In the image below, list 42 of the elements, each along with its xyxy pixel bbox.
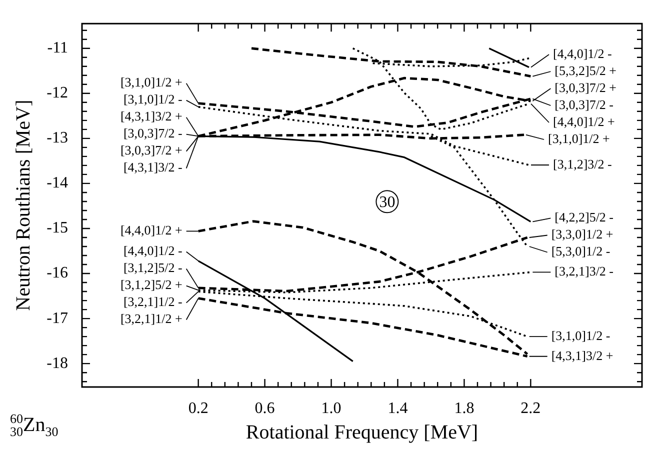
x-tick-label: 0.6 <box>254 400 275 417</box>
annotation: [3,0,3]7/2 + <box>554 80 617 95</box>
annotation: [3,1,0]1/2 + <box>548 130 610 146</box>
y-tick-label: -12 <box>46 84 68 102</box>
annotation: [5,3,0]1/2 - <box>551 244 610 259</box>
annotation: [3,2,1]1/2 - <box>123 294 182 310</box>
annotation: [3,1,2]3/2 - <box>553 156 612 172</box>
annotation: [4,4,0]1/2 - <box>123 243 182 258</box>
y-tick-label: -17 <box>46 310 68 327</box>
annotation: [4,4,0]1/2 + <box>553 114 615 129</box>
annotation: [3,2,1]3/2 - <box>554 264 614 279</box>
y-tick-label: -14 <box>46 174 68 192</box>
annotation: [3,1,2]5/2 + <box>120 277 182 292</box>
annotation: [4,4,0]1/2 + <box>120 222 182 238</box>
y-axis-title: Neutron Routhians [MeV] <box>12 100 34 311</box>
x-tick-label: 0.2 <box>188 400 208 417</box>
y-tick-label: -18 <box>46 354 68 372</box>
x-tick-label: 1.4 <box>388 400 408 417</box>
annotation: [4,3,1]3/2 + <box>551 348 614 363</box>
y-tick-label: -15 <box>46 220 68 237</box>
y-tick-label: -13 <box>46 130 68 147</box>
annotation: [3,1,0]1/2 + <box>120 74 182 90</box>
annotation: [3,2,1]1/2 + <box>120 311 182 326</box>
x-tick-label: 2.2 <box>520 400 541 417</box>
annotation: [4,4,0]1/2 - <box>553 46 612 61</box>
annotation: [3,3,0]1/2 + <box>551 226 614 242</box>
x-axis-title: Rotational Frequency [MeV] <box>246 421 478 444</box>
annotation: [5,3,2]5/2 + <box>554 62 617 78</box>
annotation: [3,1,2]5/2 - <box>123 260 182 276</box>
annotation: [3,0,3]7/2 + <box>120 142 182 158</box>
x-tick-label: 1.0 <box>321 400 342 417</box>
annotation: [3,0,3]7/2 - <box>123 126 182 141</box>
annotation: [3,1,0]1/2 - <box>551 328 610 343</box>
annotation: [4,3,1]3/2 + <box>120 108 182 124</box>
y-tick-label: -11 <box>47 40 68 57</box>
annotation: [3,0,3]7/2 - <box>554 96 614 112</box>
annotation: [3,1,0]1/2 - <box>123 92 182 107</box>
y-tick-label: -16 <box>46 264 68 282</box>
annotation: 30 <box>379 194 396 211</box>
annotation: [4,2,2]5/2 - <box>554 210 614 225</box>
x-tick-label: 1.8 <box>454 400 474 417</box>
annotation: [4,3,1]3/2 - <box>123 160 182 175</box>
